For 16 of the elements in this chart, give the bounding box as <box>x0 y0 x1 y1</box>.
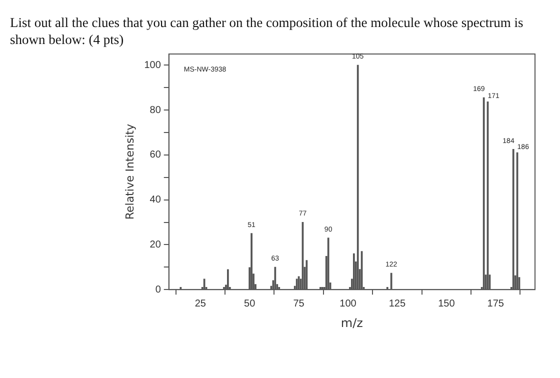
x-tick-label: 75 <box>293 298 305 310</box>
x-tick-label: 175 <box>487 298 504 310</box>
x-axis-title: m/z <box>340 316 363 330</box>
y-tick-label: 40 <box>150 194 162 206</box>
x-tick-label: 25 <box>194 298 206 310</box>
y-tick-label: 80 <box>150 104 162 116</box>
y-axis-title: Relative Intensity <box>123 123 136 220</box>
y-tick-label: 0 <box>155 284 162 296</box>
y-tick-label: 60 <box>150 150 162 161</box>
x-tick-label: 150 <box>438 298 456 310</box>
x-tick-label: 100 <box>340 298 357 310</box>
x-tick-label: 50 <box>244 298 256 310</box>
x-tick-label: 125 <box>388 298 406 310</box>
y-tick-label: 100 <box>144 60 162 71</box>
chart-title: List out all the clues that you can gather on the composition of the molecule whose spectrum is shown below: (4 pts) <box>10 14 524 48</box>
y-tick-label: 20 <box>150 239 162 250</box>
